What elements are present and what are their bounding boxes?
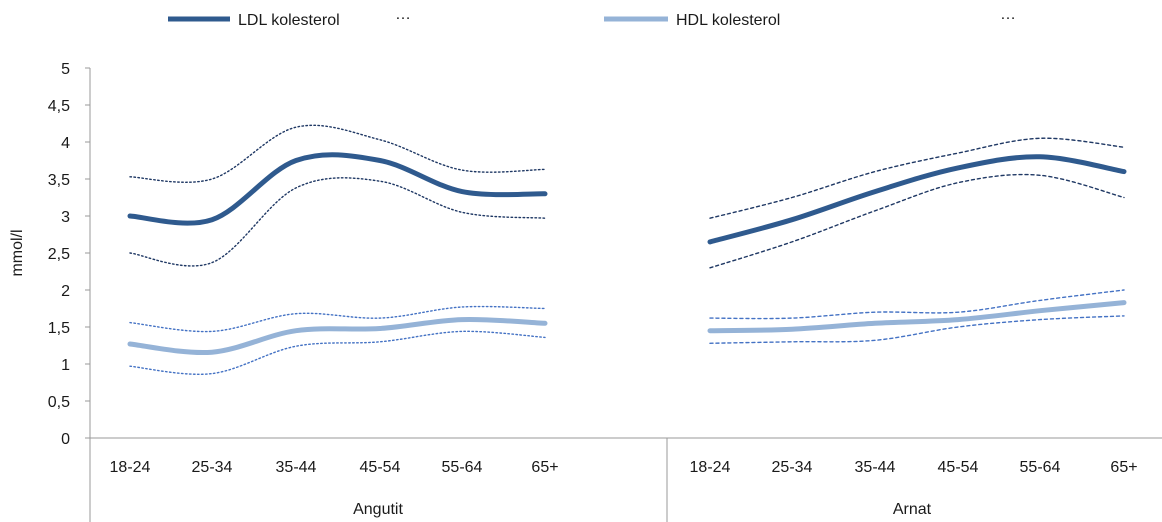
y-tick-label: 1,5 — [48, 320, 70, 337]
x-tick-label: 65+ — [1110, 459, 1137, 476]
x-tick-label: 25-34 — [192, 459, 233, 476]
group-label-angutit: Angutit — [353, 501, 403, 518]
plot-area — [127, 124, 1127, 375]
y-tick-label: 4 — [61, 135, 70, 152]
ldl-kolesterol-upper-bound-arnat — [709, 137, 1125, 219]
x-tick-label: 45-54 — [360, 459, 401, 476]
y-tick-label: 3 — [61, 209, 70, 226]
legend-dotted-marker: … — [1000, 6, 1016, 23]
y-tick-label: 2,5 — [48, 246, 70, 263]
ldl-kolesterol-lower-bound-arnat — [709, 173, 1125, 269]
x-tick-label: 55-64 — [442, 459, 483, 476]
legend-label-ldl-kolesterol: LDL kolesterol — [238, 12, 340, 29]
ldl-kolesterol-line-angutit — [127, 152, 548, 226]
y-axis-title: mmol/l — [9, 229, 26, 276]
hdl-kolesterol-lower-bound-arnat — [709, 315, 1125, 344]
y-axis: 0 0,5 1 1,5 2 2,5 3 3,5 4 4,5 5 — [48, 61, 91, 448]
y-tick-label: 1 — [61, 357, 70, 374]
y-tick-label: 5 — [61, 61, 70, 78]
x-tick-label: 25-34 — [772, 459, 813, 476]
x-tick-label: 35-44 — [855, 459, 896, 476]
hdl-kolesterol-line-angutit — [127, 316, 548, 356]
y-tick-label: 2 — [61, 283, 70, 300]
y-tick-label: 4,5 — [48, 98, 70, 115]
hdl-kolesterol-upper-bound-angutit — [129, 305, 546, 333]
x-tick-label: 45-54 — [938, 459, 979, 476]
y-tick-label: 0 — [61, 431, 70, 448]
legend: LDL kolesterol … HDL kolesterol … — [168, 6, 1016, 29]
x-tick-label: 55-64 — [1020, 459, 1061, 476]
ldl-kolesterol-line-arnat — [707, 154, 1127, 245]
x-tick-label: 35-44 — [276, 459, 317, 476]
hdl-kolesterol-upper-bound-arnat — [709, 289, 1125, 320]
ldl-kolesterol-upper-bound-angutit — [129, 124, 546, 183]
legend-dotted-marker: … — [395, 6, 411, 23]
y-tick-label: 3,5 — [48, 172, 70, 189]
legend-label-hdl-kolesterol: HDL kolesterol — [676, 12, 780, 29]
hdl-kolesterol-lower-bound-angutit — [129, 330, 546, 375]
x-tick-label: 65+ — [531, 459, 558, 476]
hdl-kolesterol-line-arnat — [707, 300, 1127, 334]
y-tick-label: 0,5 — [48, 394, 70, 411]
group-label-arnat: Arnat — [893, 501, 932, 518]
ldl-kolesterol-lower-bound-angutit — [129, 177, 546, 267]
x-tick-label: 18-24 — [110, 459, 151, 476]
x-tick-label: 18-24 — [690, 459, 731, 476]
x-axis: 18-24 25-34 35-44 45-54 55-64 65+ Angutit 18-24… — [89, 437, 1162, 522]
